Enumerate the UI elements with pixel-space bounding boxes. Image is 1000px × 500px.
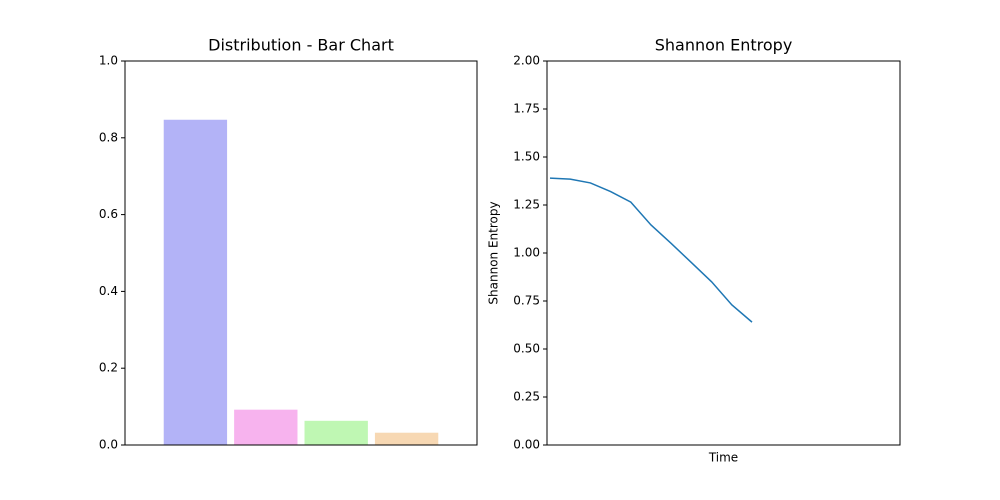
y-axis-label: Shannon Entropy [487, 201, 501, 304]
y-tick-label: 1.75 [513, 102, 540, 116]
y-tick-label: 0.25 [513, 390, 540, 404]
y-tick-label: 0.2 [99, 361, 118, 375]
y-tick-label: 0.50 [513, 342, 540, 356]
axes-frame [124, 60, 478, 446]
y-tick-label: 0.00 [513, 438, 540, 452]
bar [234, 409, 298, 445]
x-axis-label: Time [708, 451, 738, 465]
y-tick-label: 1.0 [99, 54, 118, 68]
y-tick-label: 0.75 [513, 294, 540, 308]
chart-title: Distribution - Bar Chart [208, 36, 394, 55]
y-tick-label: 2.00 [513, 54, 540, 68]
axes-frame [546, 60, 901, 446]
y-tick-label: 0.6 [99, 207, 118, 221]
y-tick-label: 1.25 [513, 198, 540, 212]
y-tick-label: 1.00 [513, 246, 540, 260]
bar [304, 420, 368, 445]
bar [374, 432, 439, 445]
y-tick-label: 0.0 [99, 438, 118, 452]
y-tick-label: 1.50 [513, 150, 540, 164]
bar [163, 119, 228, 445]
chart-title: Shannon Entropy [655, 36, 793, 55]
y-tick-label: 0.4 [99, 284, 118, 298]
y-tick-label: 0.8 [99, 130, 118, 144]
line [549, 177, 753, 323]
